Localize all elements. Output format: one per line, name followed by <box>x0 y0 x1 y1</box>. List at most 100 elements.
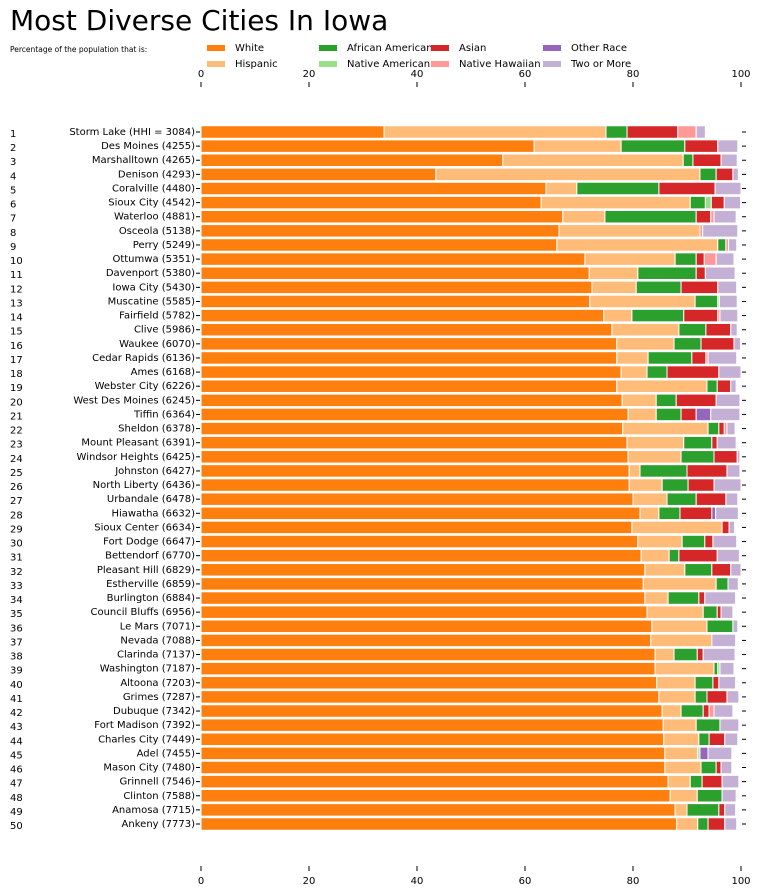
bar-segment <box>200 379 618 393</box>
rank-label: 12 <box>10 284 23 295</box>
bar-segment <box>695 407 712 422</box>
bar-segment <box>680 704 704 718</box>
bar-segment <box>200 280 593 295</box>
bar-segment <box>667 774 691 789</box>
bar-segment <box>695 125 706 139</box>
bar-segment <box>720 760 733 775</box>
bar-segment <box>200 789 671 803</box>
rank-label: 14 <box>10 313 23 324</box>
bar-segment <box>200 647 656 662</box>
bar-segment <box>711 563 732 577</box>
category-label: Osceola (5138) <box>119 226 195 237</box>
bar-segment <box>540 195 691 210</box>
bar-segment <box>698 591 706 605</box>
category-label: Ottumwa (5351) <box>112 254 195 265</box>
bar-segment <box>723 195 741 210</box>
rank-label: 13 <box>10 298 23 309</box>
bar-segment <box>200 365 622 379</box>
bar-segment <box>724 817 738 831</box>
bar-segment <box>669 789 698 803</box>
bar-segment <box>545 181 578 196</box>
category-label: Adel (7455) <box>137 748 195 759</box>
bar-segment <box>639 464 688 478</box>
bar-segment <box>678 322 707 337</box>
rank-label: 3 <box>10 157 16 168</box>
bar-segment <box>706 619 734 634</box>
bar-segment <box>637 534 683 549</box>
rank-label: 20 <box>10 397 23 408</box>
bar-segment <box>673 337 702 351</box>
bar-segment <box>616 337 675 351</box>
rank-label: 42 <box>10 708 23 719</box>
rank-label: 32 <box>10 567 23 578</box>
bar-segment <box>700 760 717 775</box>
x-tick-label: 80 <box>627 876 640 887</box>
bar-segment <box>664 760 702 775</box>
category-label: Hiawatha (6632) <box>111 508 195 519</box>
legend-label: African American <box>347 43 433 54</box>
bar-segment <box>200 591 646 605</box>
rank-label: 37 <box>10 637 23 648</box>
bar-segment <box>200 139 535 153</box>
rank-label: 24 <box>10 454 23 465</box>
bar-segment <box>200 393 623 408</box>
bar-segment <box>702 224 739 238</box>
rank-label: 15 <box>10 327 23 338</box>
bar-segment <box>686 803 720 817</box>
bar-segment <box>732 619 739 634</box>
rank-label: 34 <box>10 595 23 606</box>
bar-segment <box>647 351 693 365</box>
bar-segment <box>200 718 664 732</box>
bar-segment <box>717 280 738 295</box>
category-label: Mason City (7480) <box>103 763 195 774</box>
bar-segment <box>730 563 742 577</box>
bar-segment <box>726 464 741 478</box>
category-label: Webster City (6226) <box>95 381 196 392</box>
bar-segment <box>200 605 648 619</box>
rank-label: 36 <box>10 623 23 634</box>
bar-segment <box>694 294 719 309</box>
bar-segment <box>712 534 738 549</box>
legend-label: Asian <box>459 43 486 54</box>
bar-segment <box>726 690 740 704</box>
bar-segment <box>200 760 666 775</box>
bar-segment <box>674 803 688 817</box>
legend-label: Hispanic <box>235 59 278 70</box>
bar-segment <box>696 647 704 662</box>
bar-segment <box>715 167 734 182</box>
legend-label: Native Hawaiian <box>459 59 541 70</box>
rank-label: 44 <box>10 736 23 747</box>
rank-label: 48 <box>10 793 23 804</box>
bar-segment <box>200 167 437 182</box>
x-tick-label: 40 <box>411 876 424 887</box>
bar-segment <box>533 139 622 153</box>
bar-segment <box>591 280 637 295</box>
x-tick-label: 0 <box>198 876 204 887</box>
bar-segment <box>200 407 629 422</box>
bar-segment <box>705 322 732 337</box>
bar-segment <box>718 365 742 379</box>
bar-segment <box>622 421 709 436</box>
bar-segment <box>711 435 718 450</box>
bar-segment <box>698 732 710 747</box>
bar-segment <box>200 548 642 563</box>
category-label: Nevada (7088) <box>120 635 195 646</box>
bar-segment <box>681 534 706 549</box>
bar-segment <box>616 351 649 365</box>
bar-segment <box>707 746 733 761</box>
rank-label: 33 <box>10 581 23 592</box>
bar-segment <box>200 224 560 238</box>
rank-label: 17 <box>10 355 23 366</box>
bar-segment <box>713 661 719 676</box>
bar-segment <box>200 252 586 266</box>
bar-segment <box>686 464 728 478</box>
bar-segment <box>691 351 707 365</box>
bar-segment <box>200 506 641 521</box>
rank-label: 21 <box>10 411 23 422</box>
bar-segment <box>684 563 713 577</box>
legend-swatch <box>319 45 337 51</box>
bar-segment <box>200 153 504 167</box>
bar-segment <box>689 774 703 789</box>
bar-segment <box>730 379 737 393</box>
bar-segment <box>716 605 722 619</box>
